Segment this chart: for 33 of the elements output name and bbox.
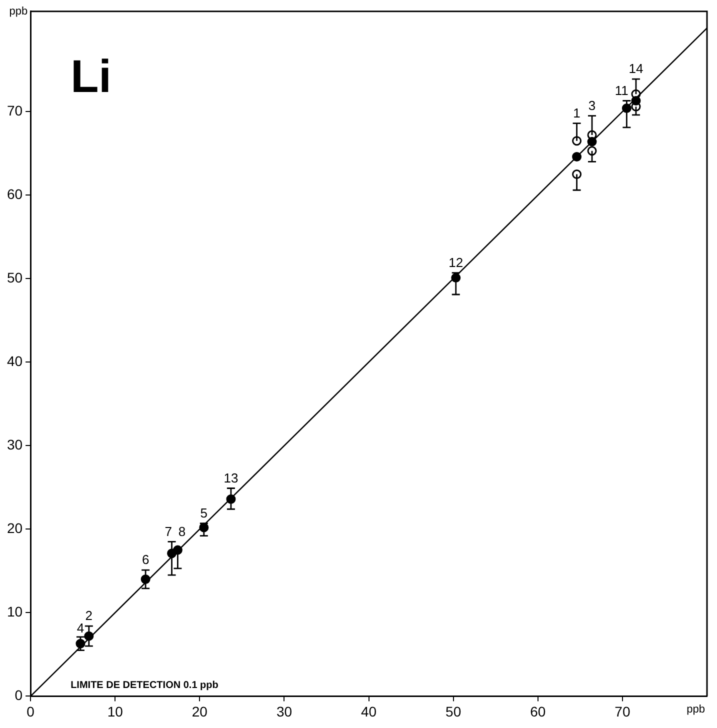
text: Li xyxy=(70,50,112,102)
y-tick-label: 30 xyxy=(6,436,23,453)
y-tick-label: 50 xyxy=(6,270,23,286)
annotation: 4 xyxy=(76,620,84,636)
x-tick-label: 50 xyxy=(446,703,462,720)
y-tick-label: 40 xyxy=(6,353,23,370)
x-tick-label: 0 xyxy=(26,703,35,720)
annotation: LIMITE DE DETECTION 0.1 ppb xyxy=(70,680,218,691)
x-tick-label: 20 xyxy=(192,703,208,720)
y-tick-label: 20 xyxy=(6,520,23,536)
x-axis-title: ppb xyxy=(686,704,705,716)
y-tick-label: 10 xyxy=(6,604,23,620)
x-tick-label: 70 xyxy=(614,703,630,720)
x-tick-label: 10 xyxy=(107,703,124,720)
x-tick-label: 40 xyxy=(360,703,377,720)
annotation: 7 xyxy=(164,524,172,539)
y-tick-label: 60 xyxy=(6,186,23,202)
y-tick-label: 70 xyxy=(6,102,23,118)
annotation: 6 xyxy=(142,552,150,568)
y-tick-label: 0 xyxy=(14,687,23,704)
annotation: 14 xyxy=(628,61,644,76)
x-tick-label: 30 xyxy=(276,703,292,720)
annotation: 13 xyxy=(224,470,238,486)
annotation: 3 xyxy=(588,98,596,113)
annotation: 1 xyxy=(573,105,580,120)
y-axis-title: ppb xyxy=(9,5,28,18)
x-tick-label: 60 xyxy=(530,703,546,720)
annotation: 5 xyxy=(200,505,208,520)
annotation: 8 xyxy=(178,524,186,539)
point xyxy=(587,146,597,156)
annotation: 11 xyxy=(614,82,628,98)
annotation: 2 xyxy=(85,608,93,624)
annotation: 12 xyxy=(448,254,464,270)
